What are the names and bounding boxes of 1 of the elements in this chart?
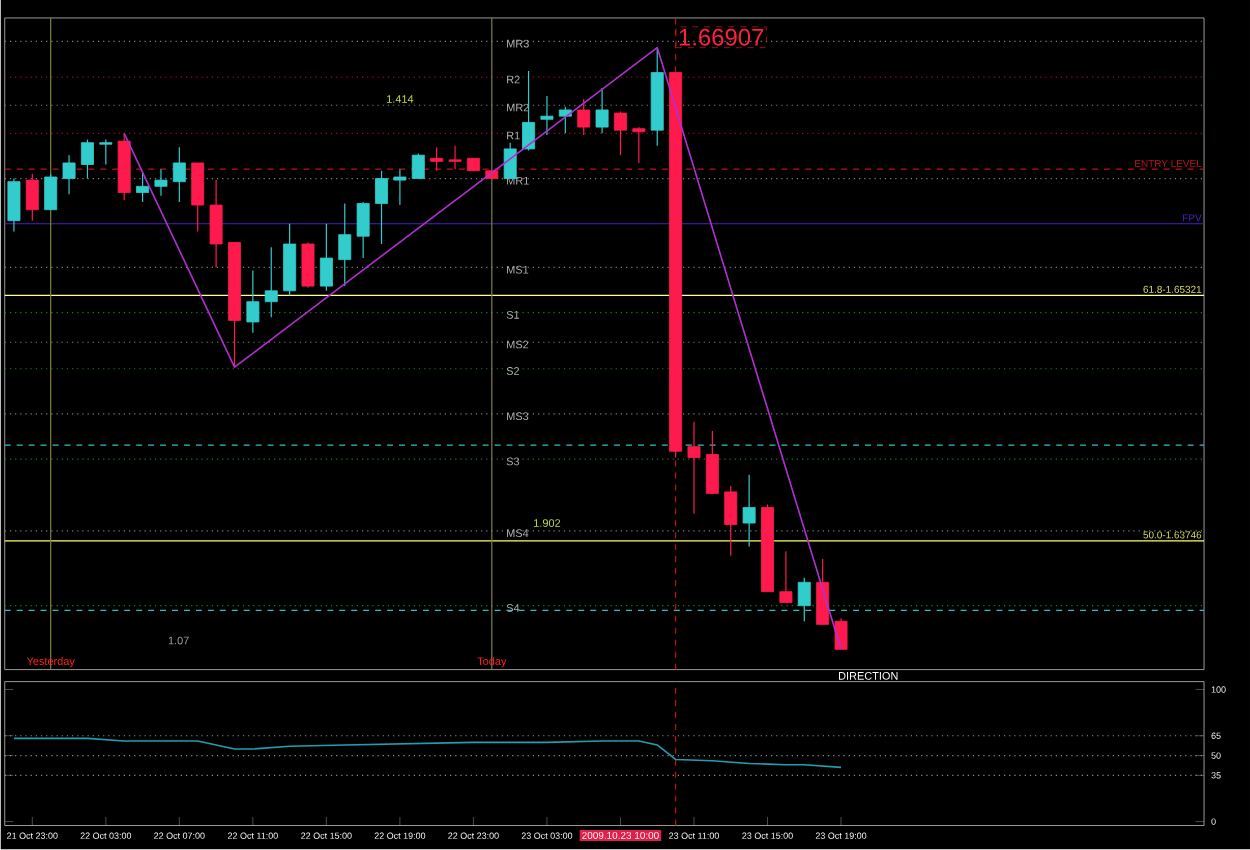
annotation: 1.66907 [679, 29, 764, 46]
